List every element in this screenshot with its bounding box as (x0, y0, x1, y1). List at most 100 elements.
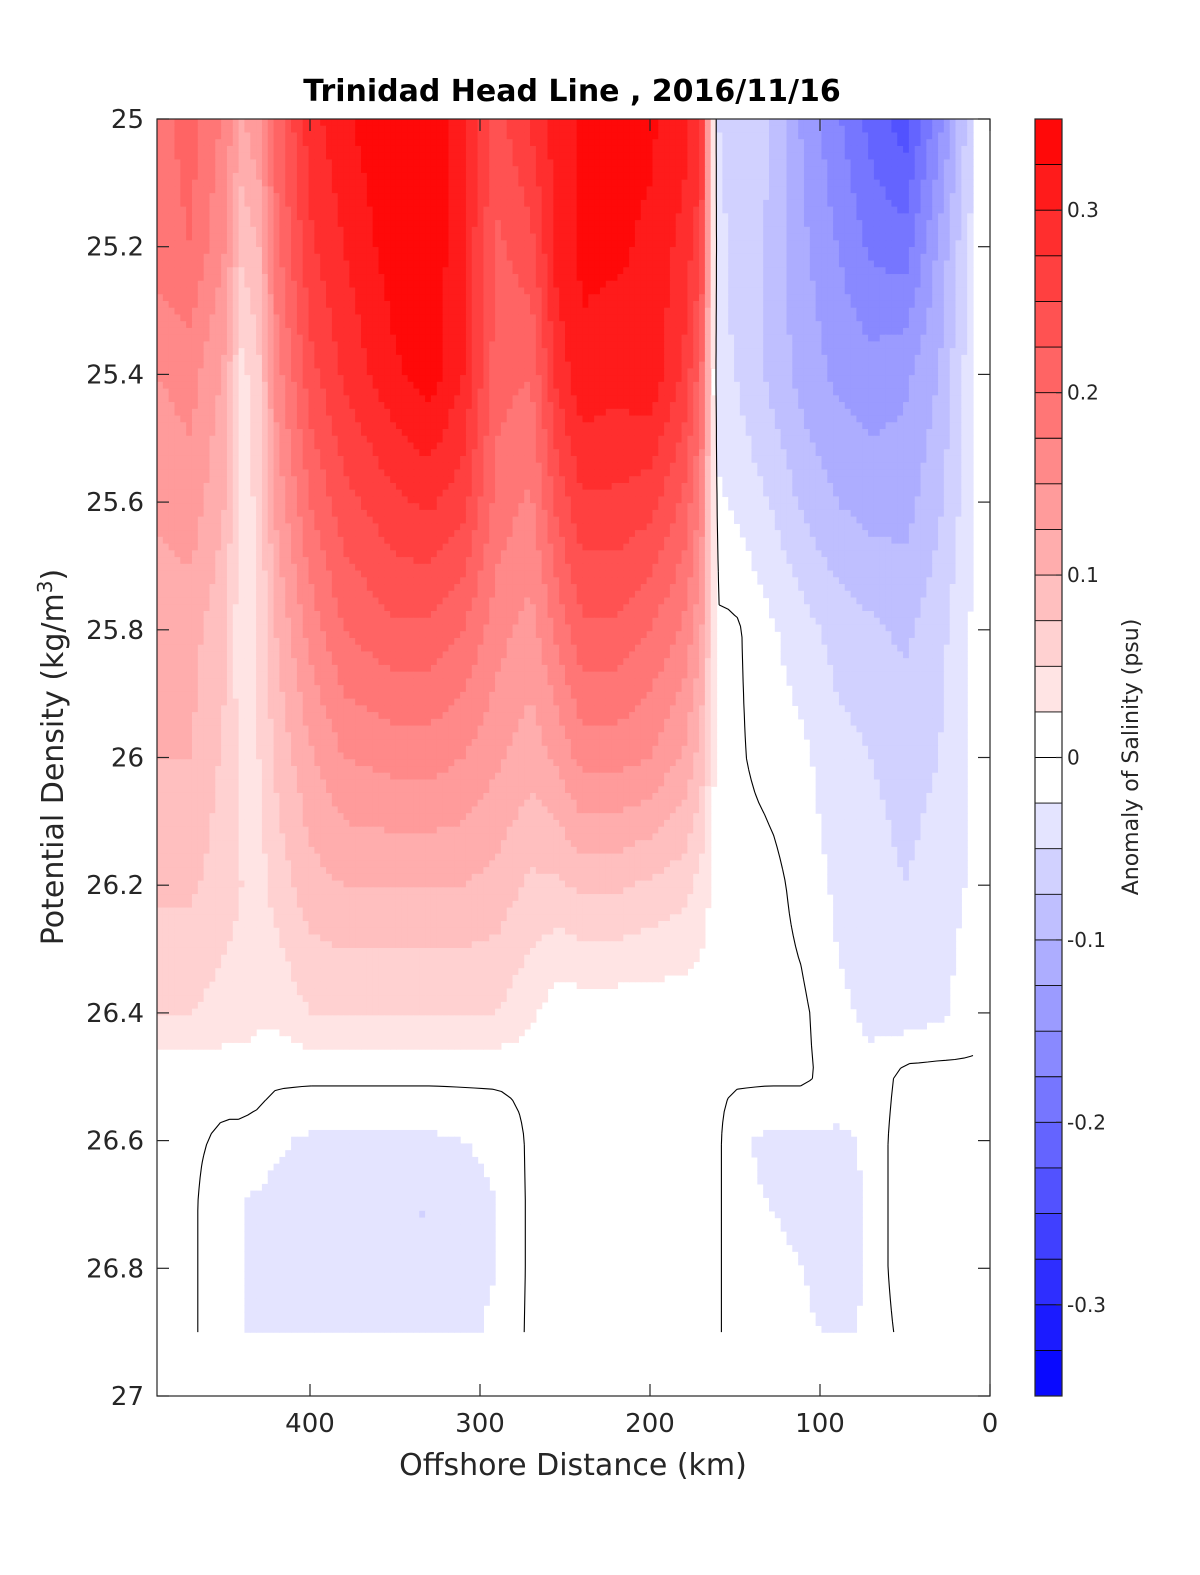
contour-cell (291, 294, 298, 302)
contour-cell (500, 341, 508, 349)
contour-cell (366, 159, 374, 167)
contour-cell (372, 152, 380, 161)
contour-cell (378, 226, 385, 235)
contour-cell (273, 287, 280, 295)
contour-cell (361, 179, 368, 187)
contour-cell (757, 267, 764, 275)
contour-cell (355, 253, 362, 262)
contour-cell (856, 314, 863, 322)
contour-cell (401, 152, 409, 161)
contour-cell (186, 240, 193, 248)
contour-cell (932, 139, 939, 147)
contour-cell (599, 119, 607, 127)
contour-cell (215, 119, 222, 127)
contour-cell (605, 240, 613, 248)
contour-cell (652, 119, 659, 127)
contour-cell (710, 247, 718, 255)
contour-cell (495, 125, 502, 134)
contour-cell (967, 213, 974, 221)
contour-cell (728, 280, 735, 289)
contour-cell (250, 226, 257, 235)
contour-cell (588, 206, 595, 214)
contour-cell (471, 307, 479, 316)
contour-cell (751, 226, 758, 235)
contour-cell (378, 354, 385, 363)
contour-cell (932, 253, 939, 262)
contour-cell (157, 327, 164, 336)
contour-cell (594, 354, 601, 363)
contour-cell (495, 321, 502, 329)
contour-cell (518, 152, 525, 161)
contour-cell (326, 186, 333, 194)
contour-cell (174, 213, 181, 221)
contour-cell (833, 341, 840, 349)
contour-cell (221, 186, 228, 194)
contour-cell (180, 119, 187, 127)
contour-cell (465, 186, 473, 194)
contour-cell (961, 321, 968, 329)
contour-cell (617, 314, 624, 322)
contour-cell (221, 274, 228, 282)
contour-cell (908, 119, 916, 127)
contour-cell (407, 294, 415, 302)
contour-cell (477, 294, 484, 302)
contour-cell (471, 287, 479, 295)
contour-cell (961, 247, 968, 255)
contour-cell (495, 294, 502, 302)
contour-cell (448, 145, 455, 154)
contour-cell (565, 348, 572, 356)
contour-cell (191, 341, 199, 349)
contour-cell (448, 166, 455, 174)
contour-cell (553, 125, 560, 134)
contour-cell (675, 307, 683, 316)
contour-cell (395, 220, 403, 228)
contour-cell (833, 314, 840, 322)
contour-cell (687, 247, 694, 255)
contour-cell (157, 139, 164, 147)
contour-cell (961, 327, 968, 336)
contour-cell (617, 179, 624, 187)
contour-cell (465, 213, 473, 221)
contour-cell (395, 152, 403, 161)
contour-cell (611, 159, 619, 167)
contour-cell (710, 253, 718, 262)
contour-cell (430, 186, 438, 194)
contour-cell (903, 334, 910, 343)
contour-cell (168, 186, 176, 194)
contour-cell (582, 220, 589, 228)
contour-cell (868, 307, 875, 316)
contour-cell (920, 166, 927, 174)
contour-cell (174, 159, 181, 167)
contour-cell (221, 334, 228, 343)
contour-cell (681, 287, 688, 295)
contour-cell (757, 186, 764, 194)
contour-cell (337, 145, 345, 154)
contour-cell (833, 193, 840, 201)
contour-cell (506, 145, 514, 154)
contour-cell (838, 294, 846, 302)
contour-cell (967, 220, 974, 228)
contour-cell (559, 166, 566, 174)
contour-cell (553, 152, 560, 161)
contour-cell (699, 193, 706, 201)
contour-cell (903, 253, 910, 262)
contour-cell (407, 139, 415, 147)
contour-cell (786, 233, 793, 241)
contour-cell (862, 226, 869, 235)
contour-cell (623, 247, 630, 255)
contour-cell (833, 294, 840, 302)
contour-cell (664, 354, 671, 363)
contour-cell (273, 159, 280, 167)
contour-cell (576, 139, 584, 147)
contour-cell (809, 139, 817, 147)
contour-cell (291, 166, 298, 174)
contour-cell (419, 280, 426, 289)
contour-cell (926, 193, 933, 201)
contour-cell (471, 253, 479, 262)
contour-cell (763, 172, 770, 181)
contour-cell (430, 125, 438, 134)
contour-cell (477, 314, 484, 322)
contour-cell (232, 145, 240, 154)
contour-cell (331, 341, 339, 349)
contour-cell (512, 139, 519, 147)
